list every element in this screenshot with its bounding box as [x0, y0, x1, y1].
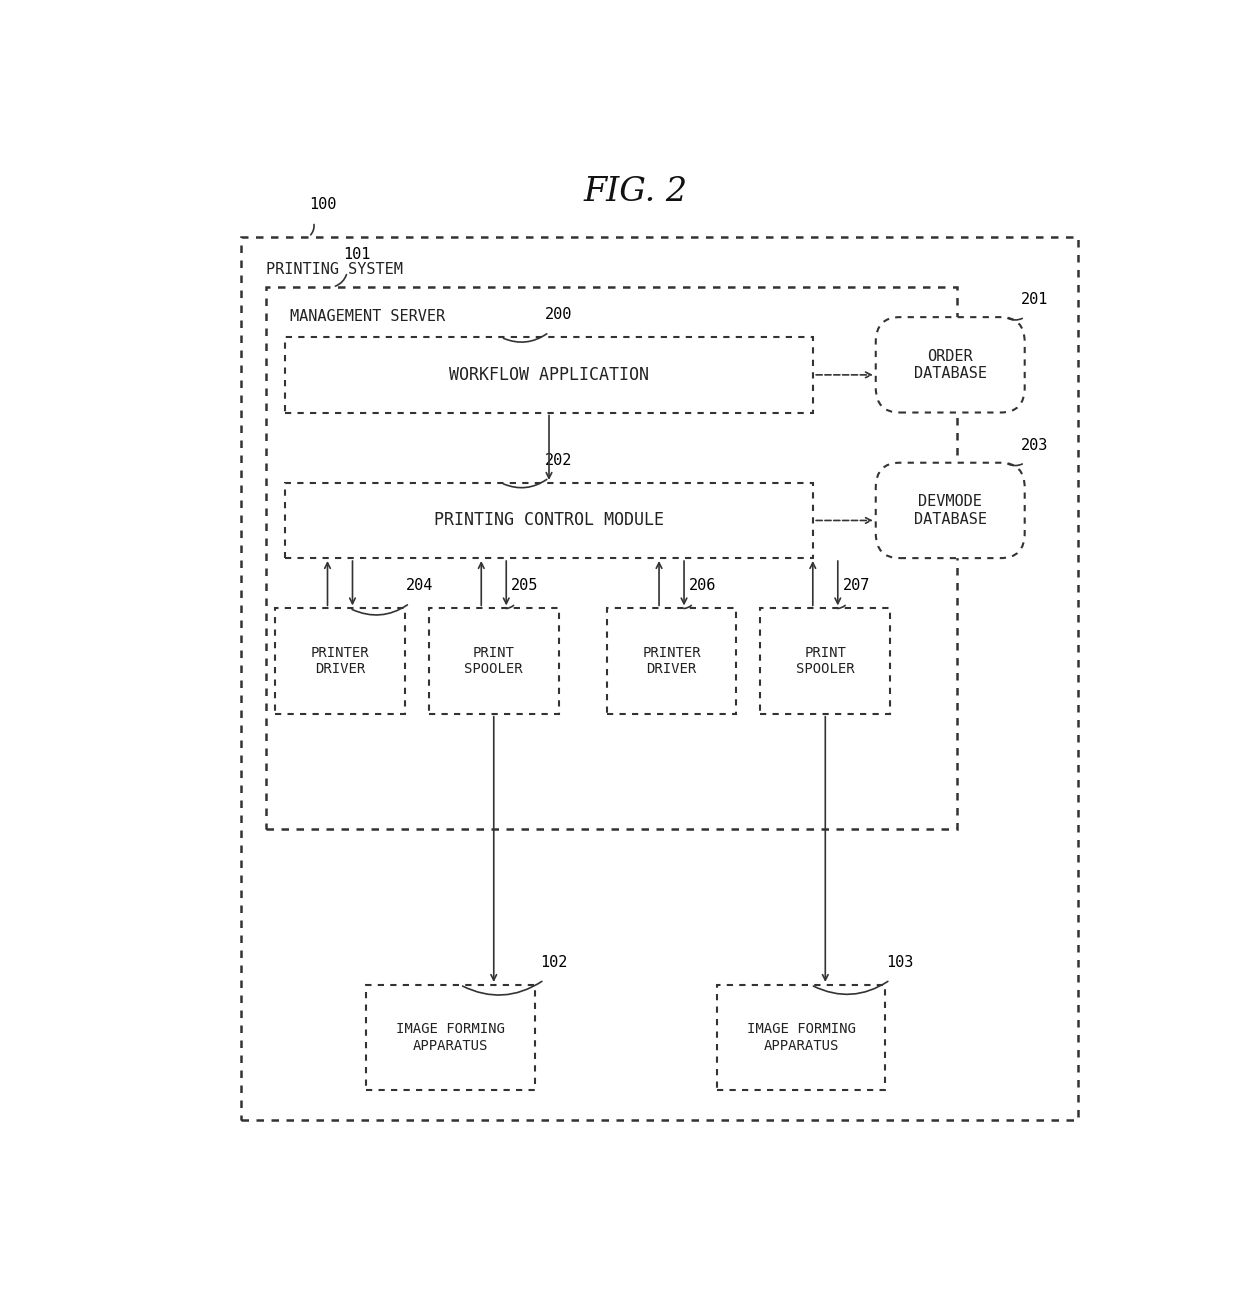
Text: IMAGE FORMING
APPARATUS: IMAGE FORMING APPARATUS	[396, 1022, 505, 1052]
Text: PRINTER
DRIVER: PRINTER DRIVER	[311, 645, 370, 677]
Text: 201: 201	[1021, 292, 1048, 308]
Text: 207: 207	[843, 578, 870, 593]
Text: PRINTING SYSTEM: PRINTING SYSTEM	[265, 262, 403, 276]
Bar	[265, 287, 957, 829]
Bar	[760, 608, 890, 713]
Text: PRINTER
DRIVER: PRINTER DRIVER	[642, 645, 701, 677]
Text: 203: 203	[1021, 438, 1048, 452]
Bar	[717, 985, 885, 1090]
FancyBboxPatch shape	[875, 463, 1024, 558]
Bar	[285, 338, 813, 412]
Text: DEVMODE
DATABASE: DEVMODE DATABASE	[914, 494, 987, 527]
Text: ORDER
DATABASE: ORDER DATABASE	[914, 348, 987, 381]
Text: IMAGE FORMING
APPARATUS: IMAGE FORMING APPARATUS	[746, 1022, 856, 1052]
Text: 206: 206	[689, 578, 717, 593]
Bar	[367, 985, 534, 1090]
Text: 102: 102	[541, 955, 568, 970]
Text: 100: 100	[310, 197, 337, 211]
Bar	[606, 608, 737, 713]
Text: PRINT
SPOOLER: PRINT SPOOLER	[796, 645, 854, 677]
Bar	[275, 608, 404, 713]
Text: 202: 202	[544, 452, 573, 468]
Text: FIG. 2: FIG. 2	[584, 176, 687, 207]
Text: 205: 205	[511, 578, 538, 593]
Text: PRINTING CONTROL MODULE: PRINTING CONTROL MODULE	[434, 511, 663, 529]
Bar	[429, 608, 558, 713]
Text: 103: 103	[887, 955, 914, 970]
Text: MANAGEMENT SERVER: MANAGEMENT SERVER	[290, 309, 445, 325]
Text: 204: 204	[405, 578, 433, 593]
Text: WORKFLOW APPLICATION: WORKFLOW APPLICATION	[449, 366, 649, 383]
Text: 200: 200	[544, 308, 573, 322]
FancyBboxPatch shape	[875, 317, 1024, 412]
Text: PRINT
SPOOLER: PRINT SPOOLER	[465, 645, 523, 677]
Bar	[242, 237, 1078, 1120]
Bar	[285, 482, 813, 558]
Text: 101: 101	[343, 246, 371, 262]
